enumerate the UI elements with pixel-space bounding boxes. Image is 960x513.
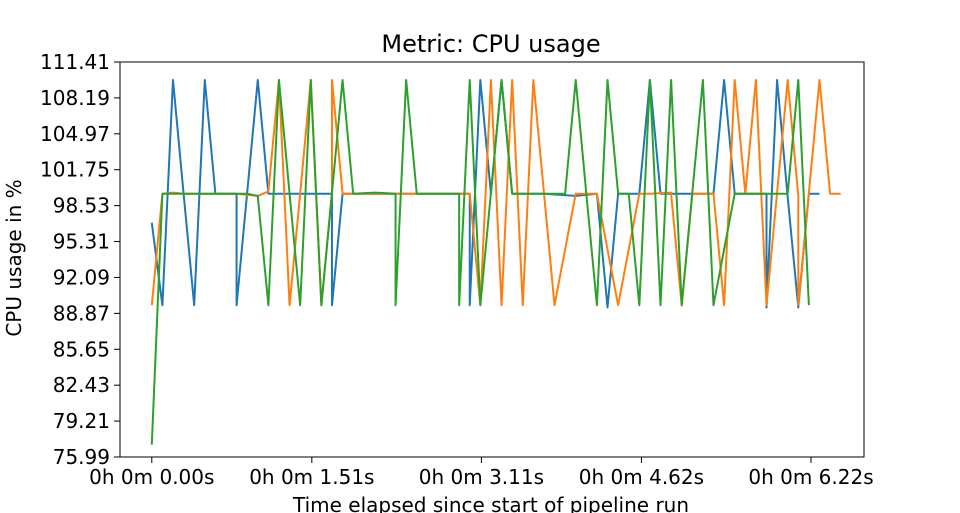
series-layer [150,78,841,445]
y-tick-label: 111.41 [40,50,110,74]
y-tick-label: 75.99 [53,445,110,469]
plot-frame [119,61,865,458]
y-tick-label: 88.87 [53,301,110,325]
x-tick-label: 0h 0m 0.00s [89,465,214,489]
y-tick-label: 101.75 [40,158,110,182]
series-line-3 [150,78,810,445]
x-tick-label: 0h 0m 4.62s [579,465,704,489]
x-tick-label: 0h 0m 6.22s [748,465,873,489]
y-tick-label: 82.43 [53,373,110,397]
axes-layer: 75.99 79.21 82.43 85.65 88.87 92.09 95.31 98.53… [40,50,874,489]
y-tick-label: 104.97 [40,122,110,146]
y-tick-label: 95.31 [53,230,110,254]
x-tick-label: 0h 0m 1.51s [249,465,374,489]
y-tick-label: 79.21 [53,409,110,433]
y-tick-label: 108.19 [40,86,110,110]
series-line-2 [150,78,841,307]
chart-title: Metric: CPU usage [381,30,600,58]
y-tick-label: 85.65 [53,337,110,361]
y-tick-label: 98.53 [53,194,110,218]
x-axis-label: Time elapsed since start of pipeline run [292,493,689,513]
y-tick-label: 92.09 [53,265,110,289]
y-axis-label: CPU usage in % [2,179,26,336]
x-tick-label: 0h 0m 3.11s [419,465,544,489]
